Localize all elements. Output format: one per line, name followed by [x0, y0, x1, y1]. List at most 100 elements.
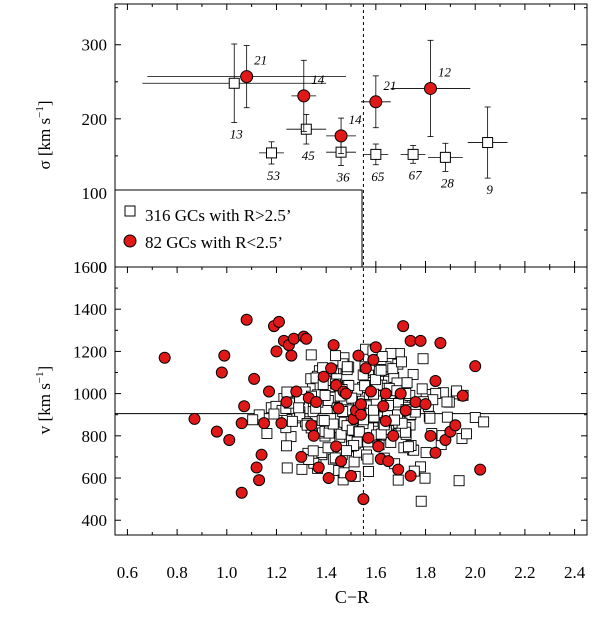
- inner-gc-marker: [434, 336, 447, 349]
- inner-gc-marker: [300, 332, 313, 345]
- x-tick-label: 2.4: [564, 563, 586, 582]
- inner-gc-marker: [223, 434, 236, 447]
- inner-gc-marker: [364, 385, 377, 398]
- legend: 316 GCs with R>2.5’ 82 GCs with R<2.5’: [114, 189, 363, 268]
- outer-point-marker: [482, 137, 494, 149]
- outer-gc-marker: [399, 426, 411, 438]
- inner-gc-marker: [354, 408, 367, 421]
- inner-gc-marker: [238, 400, 251, 413]
- outer-gc-marker: [268, 408, 280, 420]
- inner-gc-marker: [285, 349, 298, 362]
- inner-gc-marker: [258, 417, 271, 430]
- inner-gc-marker: [218, 349, 231, 362]
- x-axis-title: C−R: [335, 587, 369, 607]
- svg-text:v [km s−1]: v [km s−1]: [34, 366, 54, 434]
- inner-gc-marker: [369, 341, 382, 354]
- inner-gc-marker: [392, 463, 405, 476]
- inner-gc-marker: [377, 400, 390, 413]
- outer-gc-marker: [286, 415, 298, 427]
- outer-gc-marker: [353, 426, 365, 438]
- outer-gc-marker: [368, 404, 379, 416]
- outer-count-label: 67: [409, 167, 423, 182]
- x-tick-label: 1.0: [216, 563, 237, 582]
- inner-gc-marker: [307, 429, 320, 442]
- inner-count-label: 14: [349, 112, 363, 127]
- inner-gc-marker: [429, 446, 442, 459]
- outer-gc-marker: [318, 415, 330, 427]
- inner-gc-marker: [456, 389, 469, 402]
- outer-gc-marker: [461, 428, 472, 440]
- outer-count-label: 53: [267, 168, 281, 183]
- top-ylabel-main: σ [km s: [35, 118, 54, 170]
- inner-gc-marker: [424, 429, 437, 442]
- outer-point-marker: [370, 148, 382, 160]
- inner-gc-marker: [312, 461, 325, 474]
- inner-point-marker: [423, 81, 437, 95]
- bottom-y-tick-label: 400: [82, 511, 108, 530]
- inner-point-marker: [334, 129, 348, 143]
- outer-gc-marker: [335, 428, 347, 440]
- inner-point-marker: [369, 95, 383, 109]
- inner-point-marker: [297, 89, 311, 103]
- outer-gc-marker: [375, 428, 387, 440]
- x-tick-label: 0.8: [166, 563, 187, 582]
- inner-gc-marker: [305, 419, 318, 432]
- inner-count-label: 12: [438, 64, 452, 79]
- outer-gc-marker: [296, 463, 308, 475]
- inner-gc-marker: [235, 486, 248, 499]
- top-panel-marks: 13 53 45 36 65 67 28 9 21 14 14 21 12: [142, 39, 508, 197]
- legend-marker-square: [124, 205, 136, 217]
- outer-gc-marker: [362, 453, 374, 465]
- inner-gc-marker: [404, 469, 417, 482]
- x-tick-label: 1.6: [365, 563, 386, 582]
- x-tick-label: 1.2: [266, 563, 287, 582]
- x-tick-label: 1.8: [415, 563, 436, 582]
- outer-gc-marker: [419, 472, 431, 484]
- outer-gc-marker: [402, 441, 414, 453]
- axis-ticks: 0.6 0.8 1.0 1.2 1.4 1.6 1.8 2.0 2.2 2.4 0 100 200 300…: [73, 4, 587, 582]
- outer-gc-marker: [417, 353, 429, 365]
- inner-gc-marker: [414, 334, 427, 347]
- inner-gc-marker: [372, 440, 385, 453]
- inner-gc-marker: [359, 362, 372, 375]
- outer-gc-marker: [441, 396, 453, 408]
- inner-gc-marker: [248, 372, 261, 385]
- bottom-y-axis-title: v [km s−1]: [34, 366, 54, 434]
- inner-gc-marker: [263, 385, 276, 398]
- x-tick-label: 2.2: [514, 563, 535, 582]
- inner-gc-marker: [250, 461, 263, 474]
- outer-count-label: 36: [336, 170, 351, 185]
- outer-gc-marker: [453, 475, 465, 487]
- inner-gc-marker: [362, 431, 375, 444]
- outer-count-label: 9: [486, 182, 493, 197]
- bottom-y-tick-label: 1000: [73, 385, 107, 404]
- outer-count-label: 28: [441, 175, 455, 190]
- x-tick-label: 0.6: [117, 563, 138, 582]
- inner-gc-marker: [310, 396, 323, 409]
- inner-gc-marker: [317, 370, 330, 383]
- inner-gc-marker: [253, 474, 266, 487]
- outer-gc-marker: [424, 412, 436, 424]
- inner-gc-marker: [379, 415, 392, 428]
- top-y-axis-title: σ [km s−1]: [34, 100, 54, 169]
- inner-gc-marker: [158, 351, 171, 364]
- inner-count-label: 21: [254, 53, 267, 68]
- outer-gc-marker: [348, 456, 360, 468]
- outer-point-marker: [407, 148, 419, 160]
- top-y-tick-label: 300: [82, 36, 108, 55]
- inner-gc-marker: [340, 387, 353, 400]
- bottom-y-tick-label: 800: [82, 427, 108, 446]
- bottom-ylabel-sup: −1: [34, 371, 46, 383]
- inner-gc-marker: [474, 463, 487, 476]
- inner-gc-marker: [240, 313, 253, 326]
- inner-gc-marker: [335, 455, 348, 468]
- outer-gc-marker: [327, 418, 339, 430]
- outer-point-marker: [228, 77, 240, 89]
- inner-gc-marker: [332, 402, 345, 415]
- outer-gc-marker: [416, 383, 428, 395]
- inner-gc-marker: [255, 448, 268, 461]
- outer-gc-marker: [363, 466, 374, 477]
- inner-gc-marker: [295, 450, 308, 463]
- inner-gc-marker: [367, 353, 380, 366]
